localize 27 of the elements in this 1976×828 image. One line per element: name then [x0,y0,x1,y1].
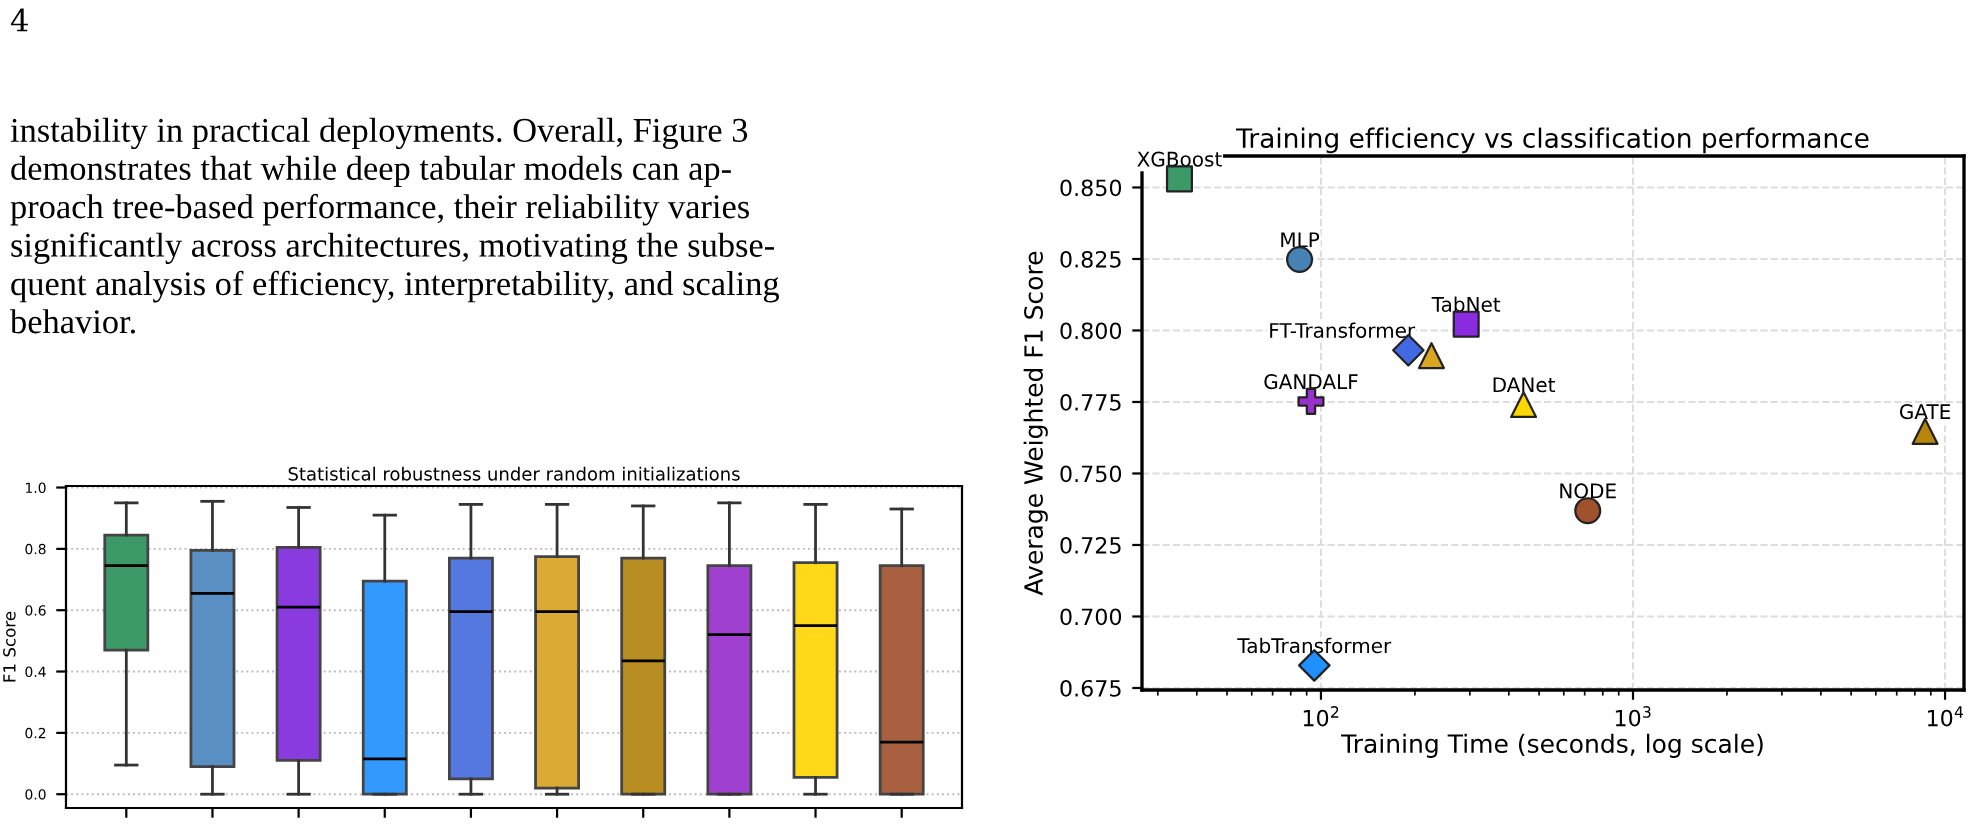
chart-title: Training efficiency vs classification performance [1236,127,1869,154]
x-tick-label: 10$^{3}$ [1615,706,1651,727]
y-tick-label: 0.850 [1060,179,1122,197]
y-tick-label: 0.775 [1060,393,1121,411]
series-label: MLP [1281,232,1320,248]
x-axis-title: Training Time (seconds, log scale) [1341,733,1763,758]
series-label: NODE [1560,483,1616,499]
series-label: GANDALF [1264,374,1358,390]
series-label: TabNet [1431,296,1501,312]
y-axis-title: Average Weighted F1 Score [1023,251,1048,596]
series-label: XGBoost [1137,151,1222,167]
series-label: FT-Transformer [1270,322,1416,338]
y-tick-label: 0.675 [1060,679,1121,697]
y-axis-title: F1 Score [3,611,16,682]
chart-title: Statistical robustness under random initializations [288,466,740,481]
y-tick-label: 0.750 [1060,465,1122,483]
series-label: DANet [1493,377,1556,393]
text: 4 [10,8,28,32]
y-tick-label: 0.700 [1060,608,1122,626]
series-label: GATE [1899,404,1951,420]
text: instability in practical deployments. Overall, Figure 3 demonstrates that while deep tabular models can ap- proach tree-based performance, their reliability varies significantly across architectures, motivating the subse- quent analysis of efficiency, interpretability, and scaling behavior. [10,117,779,334]
y-tick-label: 0.800 [1060,322,1122,340]
y-tick-label: 0.825 [1060,250,1121,268]
series-label: TabTransformer [1237,637,1392,654]
x-tick-label: 10$^{2}$ [1303,706,1339,727]
x-tick-label: 10$^{4}$ [1927,706,1964,727]
y-tick-label: 0.725 [1060,536,1121,554]
